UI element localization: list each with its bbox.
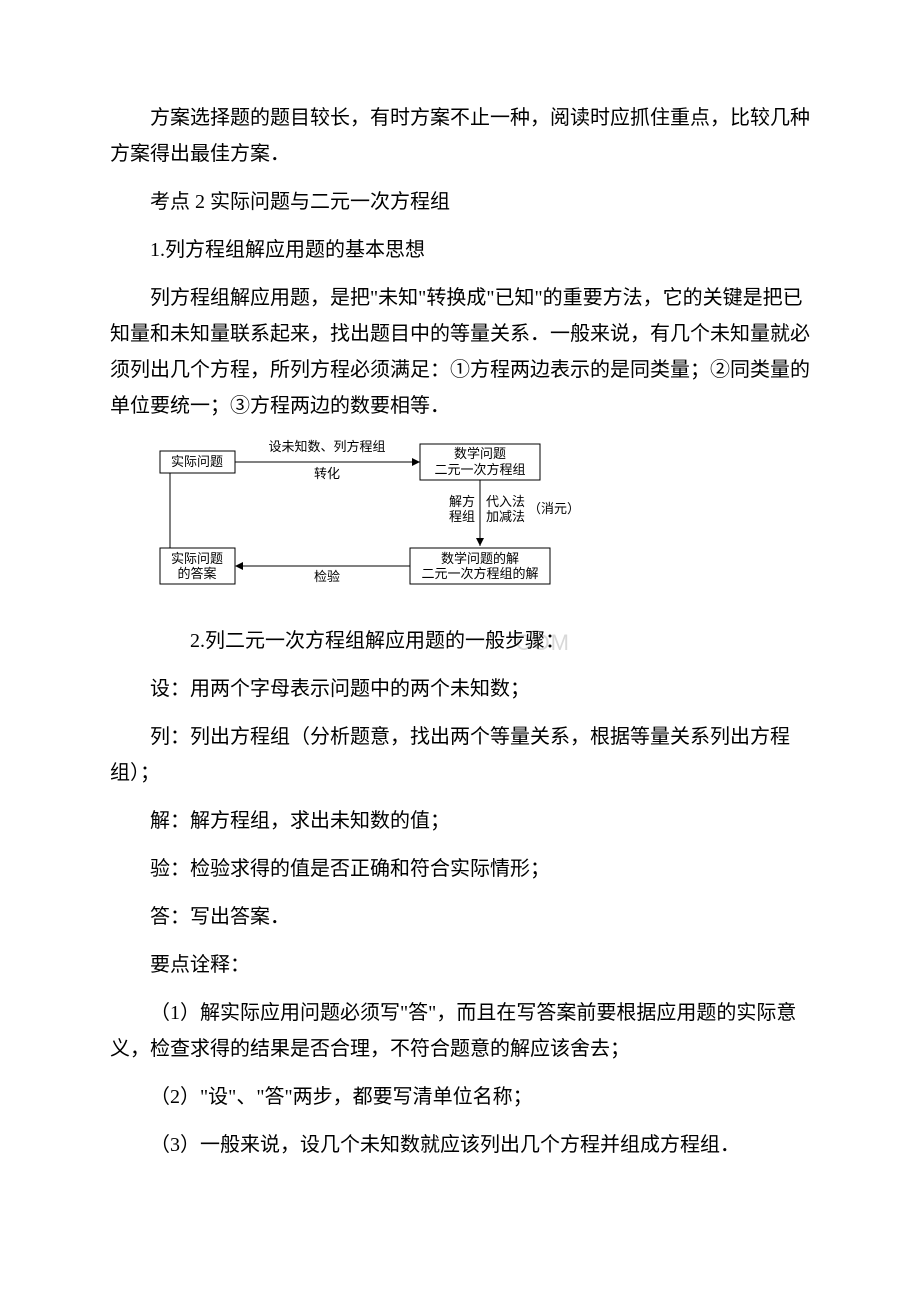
paragraph-13: （2）"设"、"答"两步，都要写清单位名称； [110, 1079, 810, 1115]
paragraph-14: （3）一般来说，设几个未知数就应该列出几个方程并组成方程组． [110, 1127, 810, 1163]
paragraph-12: （1）解实际应用问题必须写"答"，而且在写答案前要根据应用题的实际意义，检查求得… [110, 995, 810, 1067]
paragraph-2: 考点 2 实际问题与二元一次方程组 [110, 184, 810, 220]
paragraph-9: 验：检验求得的值是否正确和符合实际情形； [110, 851, 810, 887]
paragraph-10: 答：写出答案． [110, 899, 810, 935]
arrow3-label: 检验 [314, 569, 340, 584]
arrow2-right1: 代入法 [486, 494, 525, 509]
arrow2-right3: （消元） [528, 501, 575, 516]
paragraph-6: 设：用两个字母表示问题中的两个未知数； [110, 671, 810, 707]
box3-text1: 实际问题 [171, 551, 223, 566]
arrow1-label-top: 设未知数、列方程组 [268, 439, 385, 454]
paragraph-7: 列：列出方程组（分析题意，找出两个等量关系，根据等量关系列出方程组）； [110, 719, 810, 791]
flowchart-diagram: 实际问题 设未知数、列方程组 转化 数学问题 二元一次方程组 解方 程组 代入法… [150, 436, 575, 613]
arrow1-label-bottom: 转化 [314, 466, 340, 481]
box2-text2: 二元一次方程组 [434, 462, 525, 477]
paragraph-8: 解：解方程组，求出未知数的值； [110, 803, 810, 839]
p5-text: 2.列二元一次方程组解应用题的一般步骤： [190, 630, 565, 652]
paragraph-4: 列方程组解应用题，是把"未知"转换成"已知"的重要方法，它的关键是把已知量和未知… [110, 280, 810, 424]
arrow3-head [235, 562, 243, 570]
flowchart-svg: 实际问题 设未知数、列方程组 转化 数学问题 二元一次方程组 解方 程组 代入法… [150, 436, 575, 601]
arrow2-left2: 程组 [449, 509, 475, 524]
arrow2-left1: 解方 [449, 494, 475, 509]
box3-text2: 的答案 [177, 566, 216, 581]
arrow2-right2: 加减法 [486, 509, 525, 524]
paragraph-5: 2.列二元一次方程组解应用题的一般步骤： COM [110, 623, 810, 659]
paragraph-1: 方案选择题的题目较长，有时方案不止一种，阅读时应抓住重点，比较几种方案得出最佳方… [110, 100, 810, 172]
paragraph-3: 1.列方程组解应用题的基本思想 [110, 232, 810, 268]
arrow1-head [412, 458, 420, 466]
box4-text2: 二元一次方程组的解 [421, 566, 538, 581]
box2-text1: 数学问题 [454, 446, 506, 461]
box1-text: 实际问题 [171, 454, 223, 469]
arrow2-head [476, 538, 484, 546]
box4-text1: 数学问题的解 [441, 551, 519, 566]
paragraph-11: 要点诠释： [110, 947, 810, 983]
